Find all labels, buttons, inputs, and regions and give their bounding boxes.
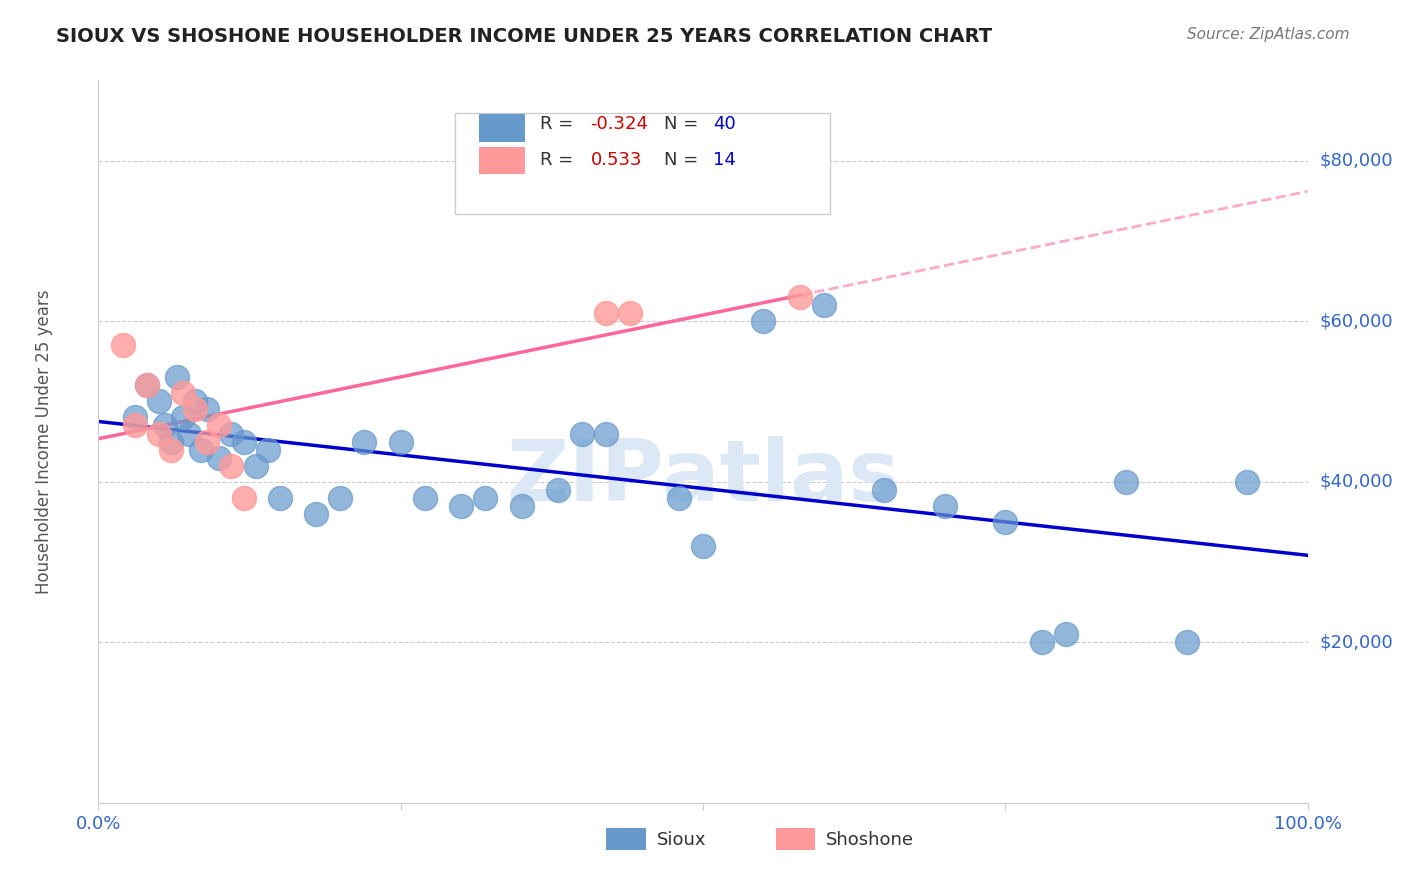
FancyBboxPatch shape — [776, 828, 815, 850]
Point — [221, 426, 243, 441]
Point — [135, 378, 157, 392]
Point — [873, 483, 896, 497]
Point — [571, 426, 593, 441]
Point — [692, 539, 714, 553]
Text: Source: ZipAtlas.com: Source: ZipAtlas.com — [1187, 27, 1350, 42]
Point — [208, 418, 231, 433]
Text: $60,000: $60,000 — [1320, 312, 1393, 330]
Text: 40: 40 — [713, 115, 735, 133]
Point — [124, 418, 146, 433]
Point — [184, 394, 207, 409]
Point — [172, 386, 194, 401]
Text: 0.533: 0.533 — [591, 151, 643, 169]
Point — [160, 442, 183, 457]
Point — [208, 450, 231, 465]
Text: ZIPatlas: ZIPatlas — [506, 436, 900, 519]
Point — [934, 499, 956, 513]
Text: R =: R = — [540, 115, 579, 133]
Point — [1115, 475, 1137, 489]
Point — [111, 338, 134, 352]
Point — [245, 458, 267, 473]
Point — [269, 491, 291, 505]
Point — [195, 402, 218, 417]
Point — [148, 426, 170, 441]
Point — [232, 491, 254, 505]
Text: $80,000: $80,000 — [1320, 152, 1393, 169]
Point — [547, 483, 569, 497]
Point — [148, 394, 170, 409]
Point — [474, 491, 496, 505]
Point — [450, 499, 472, 513]
Point — [1031, 635, 1053, 649]
Point — [595, 306, 617, 320]
Point — [668, 491, 690, 505]
Point — [789, 290, 811, 304]
Point — [184, 402, 207, 417]
Point — [413, 491, 436, 505]
Point — [305, 507, 328, 521]
Text: $20,000: $20,000 — [1320, 633, 1393, 651]
Point — [1054, 627, 1077, 641]
FancyBboxPatch shape — [606, 828, 647, 850]
FancyBboxPatch shape — [456, 112, 830, 214]
Point — [595, 426, 617, 441]
Point — [124, 410, 146, 425]
Point — [221, 458, 243, 473]
Text: SIOUX VS SHOSHONE HOUSEHOLDER INCOME UNDER 25 YEARS CORRELATION CHART: SIOUX VS SHOSHONE HOUSEHOLDER INCOME UND… — [56, 27, 993, 45]
Text: N =: N = — [664, 115, 704, 133]
Point — [135, 378, 157, 392]
Point — [619, 306, 641, 320]
Point — [190, 442, 212, 457]
Text: $40,000: $40,000 — [1320, 473, 1393, 491]
Point — [389, 434, 412, 449]
Text: -0.324: -0.324 — [591, 115, 648, 133]
Point — [153, 418, 176, 433]
Text: Sioux: Sioux — [657, 830, 707, 848]
Point — [813, 298, 835, 312]
Point — [256, 442, 278, 457]
Point — [160, 434, 183, 449]
Point — [510, 499, 533, 513]
Point — [329, 491, 352, 505]
Point — [1175, 635, 1198, 649]
Point — [232, 434, 254, 449]
Point — [172, 410, 194, 425]
Point — [195, 434, 218, 449]
Point — [179, 426, 201, 441]
Point — [353, 434, 375, 449]
Text: Shoshone: Shoshone — [827, 830, 914, 848]
Text: 14: 14 — [713, 151, 735, 169]
Text: R =: R = — [540, 151, 579, 169]
Point — [166, 370, 188, 384]
Point — [752, 314, 775, 328]
Text: Householder Income Under 25 years: Householder Income Under 25 years — [35, 289, 53, 594]
Point — [1236, 475, 1258, 489]
FancyBboxPatch shape — [479, 114, 526, 142]
FancyBboxPatch shape — [479, 147, 526, 174]
Text: N =: N = — [664, 151, 704, 169]
Point — [994, 515, 1017, 529]
